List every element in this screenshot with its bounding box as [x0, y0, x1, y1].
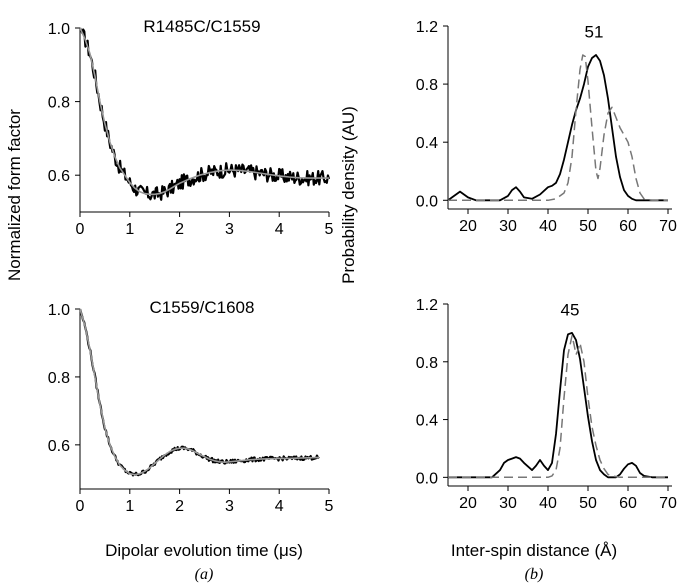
y-tick-label: 1.2 — [416, 19, 438, 36]
x-tick-label: 3 — [225, 221, 234, 238]
series-line-solid — [448, 332, 668, 479]
x-tick-label: 20 — [459, 218, 477, 235]
xlabel-right: Inter-spin distance (Å) — [451, 541, 617, 560]
x-tick-label: 50 — [579, 218, 597, 235]
xlabel-left: Dipolar evolution time (μs) — [105, 541, 303, 560]
peak-annotation: 51 — [585, 23, 604, 42]
ylabel-right: Probability density (AU) — [339, 106, 358, 284]
y-tick-label: 1.2 — [416, 297, 438, 314]
y-tick-label: 0.0 — [416, 193, 438, 210]
panel-label-a: (a) — [195, 566, 214, 583]
peak-annotation: 45 — [561, 301, 580, 320]
y-tick-label: 0.6 — [48, 438, 70, 455]
x-tick-label: 60 — [619, 495, 637, 512]
series-line-fit — [79, 27, 329, 196]
y-tick-label: 1.0 — [48, 21, 70, 38]
series-line-solid — [447, 54, 668, 202]
x-tick-label: 60 — [619, 218, 637, 235]
series-line-dashed — [448, 335, 668, 479]
chart-top-left: 0 1 2 3 4 5 0.6 0.8 1.0 R1485C/C1559 — [48, 17, 334, 238]
x-tick-label: 2 — [175, 498, 184, 515]
x-tick-label: 40 — [539, 218, 557, 235]
x-tick-label: 4 — [275, 498, 284, 515]
x-tick-label: 1 — [125, 498, 134, 515]
x-tick-label: 70 — [659, 495, 677, 512]
x-tick-label: 0 — [76, 498, 85, 515]
x-tick-label: 30 — [499, 218, 517, 235]
chart-title: R1485C/C1559 — [143, 17, 260, 36]
panel-label-b: (b) — [525, 566, 544, 583]
y-tick-label: 0.8 — [48, 95, 70, 112]
series-line-dashed — [448, 54, 668, 202]
x-tick-label: 2 — [175, 221, 184, 238]
chart-top-right: 20 30 40 50 60 70 0.0 0.4 0.8 1.2 51 — [416, 19, 677, 235]
y-tick-label: 0.4 — [416, 413, 438, 430]
series-line-fit — [79, 308, 320, 476]
x-tick-label: 40 — [539, 495, 557, 512]
y-tick-label: 0.8 — [416, 77, 438, 94]
y-tick-label: 0.4 — [416, 135, 438, 152]
x-tick-label: 0 — [76, 221, 85, 238]
x-tick-label: 4 — [275, 221, 284, 238]
chart-title: C1559/C1608 — [150, 298, 255, 317]
x-tick-label: 3 — [225, 498, 234, 515]
series-line-noisy — [78, 308, 320, 477]
y-tick-label: 0.8 — [416, 355, 438, 372]
x-tick-label: 70 — [659, 218, 677, 235]
x-tick-label: 50 — [579, 495, 597, 512]
ylabel-left: Normalized form factor — [5, 109, 24, 281]
x-tick-label: 5 — [325, 221, 334, 238]
x-tick-label: 20 — [459, 495, 477, 512]
y-tick-label: 0.6 — [48, 168, 70, 185]
x-tick-label: 30 — [499, 495, 517, 512]
chart-bottom-left: 0 1 2 3 4 5 0.6 0.8 1.0 C1559/C1608 — [48, 298, 334, 515]
y-tick-label: 1.0 — [48, 302, 70, 319]
x-tick-label: 1 — [125, 221, 134, 238]
y-tick-label: 0.0 — [416, 470, 438, 487]
y-tick-label: 0.8 — [48, 370, 70, 387]
chart-bottom-right: 20 30 40 50 60 70 0.0 0.4 0.8 1.2 45 — [416, 297, 677, 512]
x-tick-label: 5 — [325, 498, 334, 515]
